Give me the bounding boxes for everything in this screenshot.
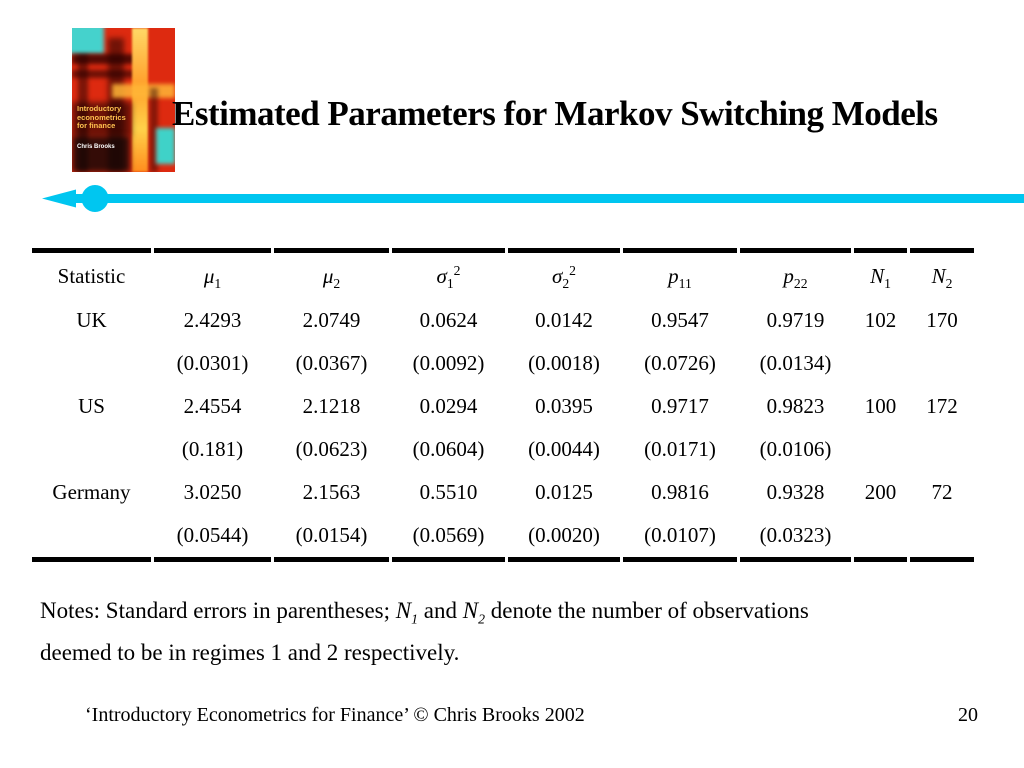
table-cell: (0.0323)	[740, 514, 851, 562]
table-cell	[854, 342, 907, 385]
column-header-p22: p22	[740, 248, 851, 299]
table-cell: US	[78, 394, 105, 418]
column-header-mu1: μ1	[154, 248, 271, 299]
left-arrow-icon	[42, 189, 76, 208]
table-cell	[32, 514, 151, 562]
table-cell: (0.0020)	[508, 514, 620, 562]
cover-art-shape	[78, 28, 88, 172]
table-cell	[910, 514, 974, 562]
column-header-sigma2-squared: σ22	[508, 248, 620, 299]
table-cell: 0.0125	[535, 480, 593, 504]
table-cell: (0.0301)	[176, 351, 249, 375]
table-cell: (0.0569)	[392, 514, 505, 562]
cover-art-shape	[72, 70, 142, 78]
table-cell	[910, 428, 974, 471]
params-table-body: UK 2.4293 2.0749 0.0624 0.0142 0.9547 0.9719 10…	[32, 299, 974, 562]
table-cell: 0.9816	[651, 480, 709, 504]
table-cell: 0.9547	[651, 308, 709, 332]
cover-art-shape	[72, 54, 136, 64]
notes-text: Notes: Standard errors in parentheses; N…	[40, 598, 809, 665]
table-cell: (0.181)	[181, 437, 244, 461]
table-cell: 0.9717	[651, 394, 709, 418]
table-row: (0.181) (0.0623) (0.0604) (0.0044) (0.0171) (…	[32, 428, 974, 471]
table-cell: UK	[76, 308, 107, 332]
table-cell: 3.0250	[183, 480, 242, 504]
table-cell	[32, 428, 151, 471]
cover-art-shape	[72, 136, 130, 172]
table-header-row: Statistic μ1 μ2 σ12 σ22 p11 p22 N1 N2	[32, 248, 974, 299]
column-header-mu2: μ2	[274, 248, 389, 299]
table-cell: 2.4554	[183, 394, 242, 418]
table-cell: 0.9328	[766, 480, 825, 504]
cover-art-shape	[156, 128, 175, 164]
table-cell: (0.0044)	[528, 437, 600, 461]
params-table: Statistic μ1 μ2 σ12 σ22 p11 p22 N1 N2 UK 2.4293 2.…	[29, 248, 977, 562]
table-cell: (0.0367)	[295, 351, 368, 375]
table-cell: 2.4293	[183, 308, 242, 332]
table-row: Germany 3.0250 2.1563 0.5510 0.0125 0.9816 0.9…	[32, 471, 974, 514]
table-cell: 0.0294	[419, 394, 478, 418]
table-cell: (0.0171)	[644, 437, 716, 461]
table-cell: (0.0604)	[412, 437, 485, 461]
column-header-sigma1-squared: σ12	[392, 248, 505, 299]
table-cell: (0.0623)	[295, 437, 368, 461]
table-cell: (0.0106)	[759, 437, 832, 461]
book-cover: Introductory econometrics for finance Ch…	[72, 28, 175, 172]
table-cell: 0.5510	[419, 480, 478, 504]
table-cell: 200	[864, 480, 897, 504]
table-cell: 2.1563	[302, 480, 361, 504]
table-cell: (0.0544)	[154, 514, 271, 562]
table-cell: 0.9823	[766, 394, 825, 418]
table-cell	[910, 342, 974, 385]
table-cell: 0.0395	[535, 394, 593, 418]
page-number: 20	[958, 704, 978, 726]
table-cell: (0.0134)	[759, 351, 832, 375]
cover-art-shape	[132, 28, 148, 172]
column-header-N1: N1	[854, 248, 907, 299]
divider-graphic	[42, 185, 1024, 212]
table-cell: (0.0726)	[644, 351, 716, 375]
table-cell: (0.0154)	[274, 514, 389, 562]
cover-art-shape	[150, 88, 158, 172]
divider-dot-icon	[81, 185, 109, 212]
column-header-p11: p11	[623, 248, 737, 299]
table-cell: 2.1218	[302, 394, 361, 418]
page-title: Estimated Parameters for Markov Switchin…	[172, 94, 938, 133]
cover-art-shape	[72, 28, 104, 54]
table-cell: 0.0142	[535, 308, 593, 332]
divider-bar	[72, 194, 1024, 203]
table-row: (0.0301) (0.0367) (0.0092) (0.0018) (0.0726)…	[32, 342, 974, 385]
table-cell: 72	[931, 480, 953, 504]
book-cover-author: Chris Brooks	[77, 144, 115, 150]
cover-art-shape	[112, 84, 175, 98]
table-cell	[32, 342, 151, 385]
table-cell	[854, 428, 907, 471]
cover-art-shape	[72, 102, 132, 136]
table-row: (0.0544) (0.0154) (0.0569) (0.0020) (0.0107)…	[32, 514, 974, 562]
book-cover-title: Introductory econometrics for finance	[77, 104, 126, 130]
table-cell: 102	[864, 308, 897, 332]
table-cell: 172	[926, 394, 958, 418]
table-cell: (0.0092)	[412, 351, 485, 375]
table-cell: 2.0749	[302, 308, 361, 332]
footer-credit: ‘Introductory Econometrics for Finance’ …	[85, 704, 585, 726]
divider-line	[0, 184, 1024, 214]
table-cell: 100	[864, 394, 897, 418]
table-row: US 2.4554 2.1218 0.0294 0.0395 0.9717 0.9823 10…	[32, 385, 974, 428]
column-header-statistic: Statistic	[32, 248, 151, 299]
table-cell: 0.9719	[766, 308, 825, 332]
table-cell: 0.0624	[419, 308, 478, 332]
table-cell: (0.0107)	[623, 514, 737, 562]
table-cell	[854, 514, 907, 562]
table-cell: Germany	[52, 480, 131, 504]
table-cell: 170	[926, 308, 958, 332]
table-cell: (0.0018)	[528, 351, 600, 375]
table-row: UK 2.4293 2.0749 0.0624 0.0142 0.9547 0.9719 10…	[32, 299, 974, 342]
column-header-N2: N2	[910, 248, 974, 299]
